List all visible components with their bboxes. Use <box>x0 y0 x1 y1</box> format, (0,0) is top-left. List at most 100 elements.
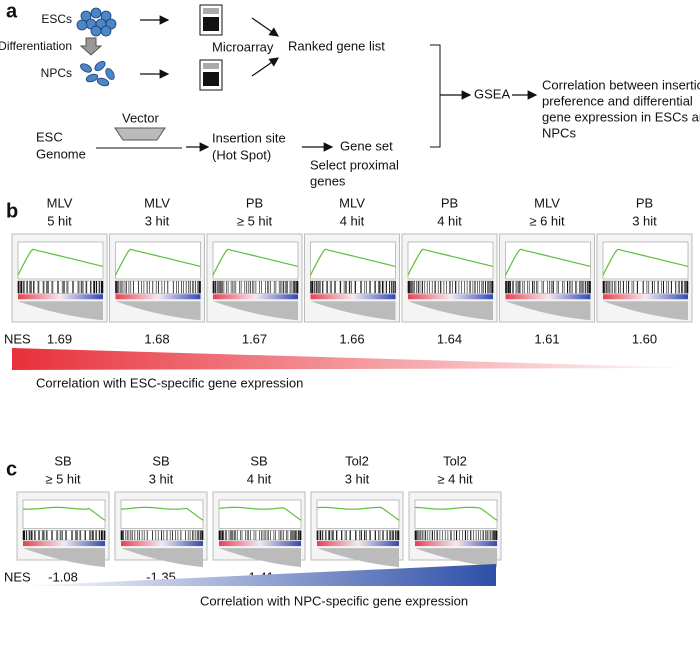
hit-count: 3 hit <box>149 471 174 486</box>
rank-bar <box>505 294 591 300</box>
hit-count: 3 hit <box>145 213 170 228</box>
nes-label: NES <box>4 569 31 584</box>
arrow <box>251 57 279 77</box>
rank-bar <box>603 294 688 300</box>
select-label: genes <box>310 173 346 188</box>
hits <box>22 530 106 541</box>
bracket <box>430 44 441 148</box>
rank-bar <box>415 541 497 547</box>
hits <box>316 530 400 541</box>
plot-area <box>414 499 498 529</box>
vector-name: PB <box>246 195 263 210</box>
rank-bar <box>317 541 399 547</box>
rank-metric <box>219 548 301 568</box>
enrichment-curve <box>22 506 106 521</box>
hits <box>218 530 302 541</box>
gsea-plot <box>304 233 400 323</box>
gsea-plot <box>499 233 595 323</box>
rank-metric <box>505 301 591 321</box>
differentiation-label: Differentiation <box>0 39 72 53</box>
vector-name: PB <box>441 195 458 210</box>
gsea-plot <box>212 491 306 568</box>
plot-area <box>22 499 106 529</box>
npcs-label: NPCs <box>41 66 72 80</box>
hits <box>602 280 689 294</box>
vector-name: MLV <box>534 195 560 210</box>
rank-metric <box>415 548 497 568</box>
vector-name: MLV <box>144 195 170 210</box>
esc-cells <box>76 7 117 37</box>
correlation-text: gene expression in ESCs and <box>542 109 700 124</box>
nes-value: 1.66 <box>339 331 364 346</box>
hit-count: ≥ 5 hit <box>45 471 81 486</box>
plot-area <box>505 241 591 280</box>
gradient-caption: Correlation with NPC-specific gene expre… <box>200 593 468 608</box>
correlation-text: Correlation between insertion <box>542 77 700 92</box>
hit-count: 3 hit <box>632 213 657 228</box>
nes-value: 1.69 <box>47 331 72 346</box>
hit-count: 3 hit <box>345 471 370 486</box>
plot-area <box>120 499 204 529</box>
gsea-plot <box>408 491 502 568</box>
correlation-text: preference and differential <box>542 93 693 108</box>
hit-bar <box>115 280 201 294</box>
vector-icon <box>114 127 166 141</box>
chip <box>199 59 223 91</box>
hits <box>414 530 498 541</box>
nes-value: 1.67 <box>242 331 267 346</box>
enrichment-curve <box>17 248 104 276</box>
vector-name: SB <box>54 453 71 468</box>
gsea-plot <box>310 491 404 568</box>
hits <box>407 280 494 294</box>
plot-area <box>17 241 104 280</box>
enrichment-curve <box>407 248 494 276</box>
hit-count: 4 hit <box>437 213 462 228</box>
panel-label: c <box>6 458 17 480</box>
rank-metric <box>23 548 105 568</box>
microarray-label: Microarray <box>212 39 274 54</box>
hits <box>17 280 104 294</box>
vector-name: Tol2 <box>443 453 467 468</box>
enrichment-curve <box>120 506 204 521</box>
nes-value: 1.64 <box>437 331 462 346</box>
vector-name: MLV <box>47 195 73 210</box>
enrichment-curve <box>218 506 302 521</box>
hit-count: 4 hit <box>340 213 365 228</box>
enrichment-curve <box>602 248 689 276</box>
rank-bar <box>213 294 298 300</box>
plot-area <box>212 241 299 280</box>
hit-count: ≥ 4 hit <box>437 471 473 486</box>
plot-area <box>316 499 400 529</box>
nes-value: 1.61 <box>534 331 559 346</box>
rank-bar <box>115 294 201 300</box>
rank-metric <box>121 548 203 568</box>
hits <box>310 280 396 294</box>
escs-label: ESCs <box>41 12 72 26</box>
gsea-plot <box>16 491 110 568</box>
hit-count: 5 hit <box>47 213 72 228</box>
gsea-label: GSEA <box>474 86 510 101</box>
rank-bar <box>219 541 301 547</box>
enrichment-curve <box>316 506 400 521</box>
gradient-wedge <box>12 348 698 370</box>
plot-area <box>602 241 689 280</box>
plot-area <box>310 241 396 280</box>
vector-name: SB <box>152 453 169 468</box>
hit-bar <box>120 530 204 541</box>
rank-metric <box>18 301 103 321</box>
nes-value: -1.08 <box>48 569 78 584</box>
enrichment-curve <box>504 248 591 276</box>
hit-count: ≥ 6 hit <box>529 213 565 228</box>
gradient-caption: Correlation with ESC-specific gene expre… <box>36 375 303 390</box>
gsea-plot <box>109 233 205 323</box>
gsea-plot <box>11 233 108 323</box>
vector-name: Tol2 <box>345 453 369 468</box>
rank-bar <box>310 294 396 300</box>
plot-area <box>115 241 201 280</box>
rank-bar <box>121 541 203 547</box>
panel-label: b <box>6 200 18 222</box>
hits <box>115 280 201 294</box>
genome-label: ESC <box>36 129 63 144</box>
panel-label: a <box>6 0 18 22</box>
